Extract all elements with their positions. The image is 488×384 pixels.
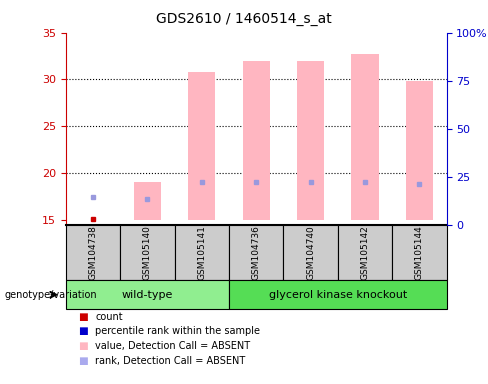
Text: ■: ■ [78, 326, 88, 336]
Bar [134, 182, 161, 220]
Text: GDS2610 / 1460514_s_at: GDS2610 / 1460514_s_at [156, 12, 332, 25]
Text: GSM105142: GSM105142 [361, 225, 369, 280]
Bar [120, 225, 175, 280]
Text: ■: ■ [78, 341, 88, 351]
Bar [243, 61, 270, 220]
Text: GSM105144: GSM105144 [415, 225, 424, 280]
Bar [229, 280, 447, 309]
Text: GSM105140: GSM105140 [143, 225, 152, 280]
Text: wild-type: wild-type [122, 290, 173, 300]
Bar [229, 225, 284, 280]
Text: ■: ■ [78, 312, 88, 322]
Text: ■: ■ [78, 356, 88, 366]
Bar [66, 280, 229, 309]
Text: glycerol kinase knockout: glycerol kinase knockout [268, 290, 407, 300]
Text: GSM104740: GSM104740 [306, 225, 315, 280]
Text: rank, Detection Call = ABSENT: rank, Detection Call = ABSENT [95, 356, 245, 366]
Text: GSM105141: GSM105141 [197, 225, 206, 280]
Bar [351, 54, 379, 220]
Bar [66, 225, 120, 280]
Bar [284, 225, 338, 280]
Text: count: count [95, 312, 123, 322]
Text: percentile rank within the sample: percentile rank within the sample [95, 326, 260, 336]
Bar [188, 72, 215, 220]
Text: value, Detection Call = ABSENT: value, Detection Call = ABSENT [95, 341, 250, 351]
Text: GSM104738: GSM104738 [88, 225, 98, 280]
Text: genotype/variation: genotype/variation [5, 290, 98, 300]
Bar [175, 225, 229, 280]
Text: GSM104736: GSM104736 [252, 225, 261, 280]
Bar [297, 61, 324, 220]
Bar [338, 225, 392, 280]
Bar [406, 81, 433, 220]
Bar [392, 225, 447, 280]
